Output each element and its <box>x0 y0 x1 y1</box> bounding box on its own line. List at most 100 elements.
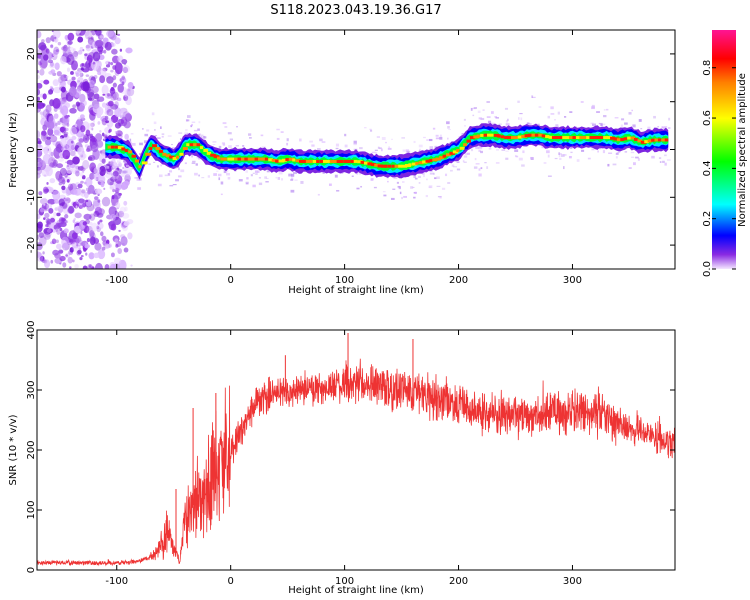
spectrogram-halo <box>369 128 372 131</box>
spectrogram-halo <box>117 160 121 163</box>
spectrogram-ridge-core <box>244 157 250 161</box>
spectrogram-noise-speck <box>109 181 114 186</box>
spectrogram-ridge-core <box>586 136 590 140</box>
spectrogram-halo <box>164 174 169 177</box>
spectrogram-ridge-core <box>524 134 531 138</box>
spectrogram-noise-speck <box>66 54 75 66</box>
spectrogram-ridge-core <box>271 158 278 162</box>
spectrogram-noise-speck <box>110 252 115 258</box>
spectrogram-ridge-core <box>336 159 343 163</box>
spectrogram-noise-speck <box>57 205 64 213</box>
spectrogram-ridge-core <box>596 136 601 140</box>
spectrogram-halo <box>381 137 386 140</box>
spectrogram-noise-speck <box>66 138 75 152</box>
snr-panel: -100 0 100 200 300 0 100 200 300 400 Height of st… <box>8 320 676 596</box>
spectrogram-noise-speck <box>121 75 126 81</box>
spectrogram-ridge-core <box>661 138 667 142</box>
spectrogram-halo <box>161 133 165 136</box>
spectrogram-noise-speck <box>100 231 104 237</box>
spectrogram-halo <box>322 171 325 174</box>
spectrogram-ridge-core <box>640 140 647 144</box>
spectrogram-halo <box>405 149 410 153</box>
spectrogram-noise-speck <box>77 50 83 55</box>
spectrogram-noise-speck <box>45 37 51 44</box>
spectrogram-halo <box>448 129 451 131</box>
spectrogram-halo <box>281 178 284 181</box>
spectrogram-halo <box>172 184 177 186</box>
spectrogram-noise-speck <box>44 212 50 219</box>
spectrogram-noise-speck <box>114 62 123 75</box>
spectrogram-noise-speck <box>41 39 45 44</box>
spectrogram-noise-speck <box>72 104 77 109</box>
spectrogram-noise-speck <box>79 104 85 113</box>
spectrogram-ridge-core <box>504 136 509 140</box>
spectrogram-noise-speck <box>58 216 65 225</box>
snr-trace <box>37 333 675 567</box>
spectrogram-halo <box>429 146 434 150</box>
spectrogram-halo <box>473 166 478 169</box>
spectrogram-halo <box>187 115 191 118</box>
spectrogram-ridge-core <box>384 164 388 168</box>
spectrogram-noise-speck <box>37 74 41 80</box>
spectrogram-halo <box>111 173 115 176</box>
spectrogram-noise-speck <box>104 104 111 113</box>
spectrogram-noise-speck <box>120 76 127 84</box>
spectrogram-halo <box>495 162 500 164</box>
spectrogram-noise-speck <box>53 211 57 217</box>
spectrogram-noise-speck <box>87 122 94 130</box>
spectrogram-noise-speck <box>70 71 74 75</box>
spectrogram-noise-speck <box>38 174 41 177</box>
snr-xtick-label: 0 <box>227 576 233 587</box>
spectrogram-ridge-core <box>603 136 608 140</box>
spectrogram-noise-speck <box>122 111 131 120</box>
spectrogram-ridge-core <box>415 161 419 165</box>
spectrogram-halo <box>275 176 278 179</box>
spectrogram-halo <box>196 156 200 159</box>
spectrogram-halo <box>603 115 607 118</box>
spectrogram-ridge-core <box>114 145 121 149</box>
spectrogram-noise-speck <box>85 177 93 188</box>
spectrogram-halo <box>555 124 559 127</box>
spectrogram-halo <box>399 191 402 195</box>
spectrogram-halo <box>131 167 135 170</box>
spectrogram-noise-speck <box>113 257 122 265</box>
spectrogram-noise-speck <box>93 167 101 175</box>
spectrogram-halo <box>242 145 245 147</box>
spectrogram-halo <box>266 170 270 173</box>
spectrogram-halo <box>118 164 121 167</box>
spectrogram-halo <box>557 111 560 115</box>
spectrogram-ridge-core <box>281 158 287 162</box>
spectrogram-ridge-core <box>446 153 452 157</box>
spectrogram-halo <box>158 174 163 178</box>
spectrogram-halo <box>591 106 595 110</box>
snr-ytick-label: 0 <box>26 567 37 573</box>
spectrogram-halo <box>153 161 156 163</box>
spectrogram-noise-speck <box>96 96 105 102</box>
spectrogram-halo <box>547 175 552 177</box>
spectrogram-noise-speck <box>124 133 129 140</box>
spectrogram-halo <box>317 193 320 196</box>
spectrogram-noise-speck <box>110 69 114 73</box>
spectrogram-halo <box>426 139 429 141</box>
spectrogram-halo <box>335 143 340 147</box>
spectrogram-xtick-label: 0 <box>227 275 233 286</box>
spectrogram-noise-speck <box>45 138 52 146</box>
spectrogram-ridge-core <box>134 159 140 163</box>
spectrogram-noise-speck <box>60 137 67 147</box>
spectrogram-noise-speck <box>72 259 75 263</box>
spectrogram-halo <box>505 150 509 152</box>
spectrogram-noise-speck <box>51 161 58 168</box>
spectrogram-noise-speck <box>39 198 48 205</box>
spectrogram-noise-speck <box>111 202 116 207</box>
spectrogram-band-green <box>105 130 669 172</box>
spectrogram-halo <box>456 161 460 163</box>
spectrogram-halo <box>447 125 450 129</box>
spectrogram-ytick-label: 20 <box>26 48 37 61</box>
spectrogram-halo <box>226 170 229 173</box>
spectrogram-halo <box>478 149 481 152</box>
spectrogram-halo <box>537 123 540 125</box>
spectrogram-halo <box>291 173 295 177</box>
spectrogram-noise-speck <box>51 238 57 245</box>
spectrogram-halo <box>490 111 494 114</box>
spectrogram-noise-speck <box>56 219 63 228</box>
